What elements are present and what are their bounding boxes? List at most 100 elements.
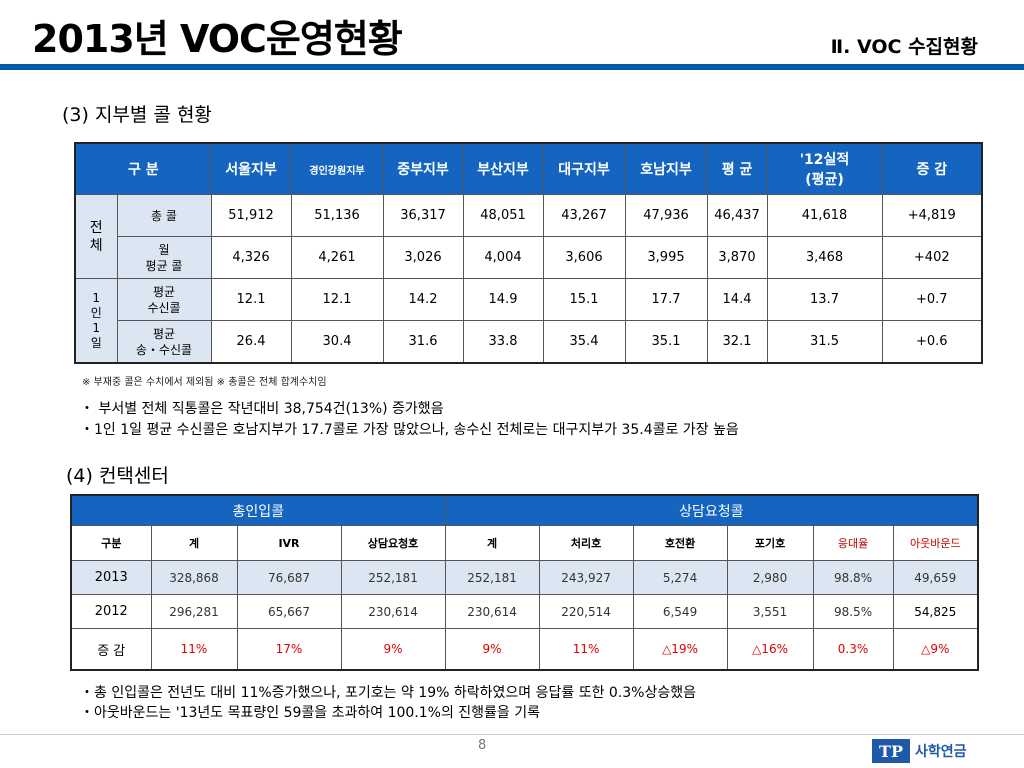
column-header: 서울지부 bbox=[210, 142, 292, 195]
table-cell: 14.4 bbox=[706, 278, 768, 321]
column-header: 상담요청호 bbox=[340, 525, 446, 561]
table-cell: 220,514 bbox=[538, 594, 634, 629]
summary-bullet: ・1인 1일 평균 수신콜은 호남지부가 17.7콜로 가장 많았으나, 송수신… bbox=[80, 422, 739, 438]
table-cell: 51,136 bbox=[290, 194, 384, 237]
column-header: IVR bbox=[236, 525, 342, 561]
column-header: 경인강원지부 bbox=[290, 142, 384, 195]
table-cell: 15.1 bbox=[542, 278, 626, 321]
band-header-row: 총인입콜 상담요청콜 bbox=[70, 494, 979, 526]
column-header: 포기호 bbox=[726, 525, 814, 561]
row-label: 증 감 bbox=[70, 628, 152, 671]
row-label: 평균 수신콜 bbox=[116, 278, 212, 321]
table-cell: 328,868 bbox=[150, 560, 238, 595]
table-cell: 4,326 bbox=[210, 236, 292, 279]
column-header: 아웃바운드 bbox=[892, 525, 979, 561]
branch-call-table: 구 분 서울지부 경인강원지부 중부지부 부산지부 대구지부 호남지부 평 균 … bbox=[74, 142, 984, 364]
table-cell: 230,614 bbox=[340, 594, 446, 629]
table-cell: 51,912 bbox=[210, 194, 292, 237]
column-header: 호전환 bbox=[632, 525, 728, 561]
column-header: 응대율 bbox=[812, 525, 894, 561]
table-cell: 0.3% bbox=[812, 628, 894, 671]
logo-mark: TP bbox=[872, 739, 910, 763]
table-cell: 47,936 bbox=[624, 194, 708, 237]
table-row: 1 인 1 일 평균 수신콜 12.1 12.1 14.2 14.9 15.1 … bbox=[74, 278, 983, 364]
row-label: 평균 송・수신콜 bbox=[116, 320, 212, 364]
column-header: 구 분 bbox=[74, 142, 212, 195]
table-cell: 230,614 bbox=[444, 594, 540, 629]
table-cell: 6,549 bbox=[632, 594, 728, 629]
section-reference: Ⅱ. VOC 수집현황 bbox=[830, 36, 978, 58]
table-cell: 4,004 bbox=[462, 236, 544, 279]
table-cell: 41,618 bbox=[766, 194, 883, 237]
table-cell: 65,667 bbox=[236, 594, 342, 629]
column-header: 계 bbox=[444, 525, 540, 561]
page-number: 8 bbox=[478, 738, 487, 753]
table-cell: 54,825 bbox=[892, 594, 979, 629]
table-cell: 11% bbox=[150, 628, 238, 671]
table-cell: 48,051 bbox=[462, 194, 544, 237]
footer-divider bbox=[0, 734, 1024, 735]
row-label: 2012 bbox=[70, 594, 152, 629]
row-label: 월 평균 콜 bbox=[116, 236, 212, 279]
table-cell: 13.7 bbox=[766, 278, 883, 321]
summary-bullet: ・총 인입콜은 전년도 대비 11%증가했으나, 포기호는 약 19% 하락하였… bbox=[80, 685, 697, 701]
table-cell: 243,927 bbox=[538, 560, 634, 595]
table-row: 평균 송・수신콜 26.4 30.4 31.6 33.8 35.4 35.1 3… bbox=[75, 320, 983, 364]
table-cell: 9% bbox=[340, 628, 446, 671]
table-cell: 35.1 bbox=[624, 320, 708, 364]
column-header: 중부지부 bbox=[382, 142, 464, 195]
table-row: 월 평균 콜 4,326 4,261 3,026 4,004 3,606 3,9… bbox=[75, 236, 983, 279]
table-cell: 3,606 bbox=[542, 236, 626, 279]
column-header: 대구지부 bbox=[542, 142, 626, 195]
table-cell: 9% bbox=[444, 628, 540, 671]
band-header: 총인입콜 bbox=[70, 494, 446, 526]
column-header: 계 bbox=[150, 525, 238, 561]
table-row: 2012 296,281 65,667 230,614 230,614 220,… bbox=[70, 594, 979, 629]
table-cell: 3,551 bbox=[726, 594, 814, 629]
table-row: 2013 328,868 76,687 252,181 252,181 243,… bbox=[70, 560, 979, 595]
table-cell: 3,995 bbox=[624, 236, 708, 279]
table-cell: 49,659 bbox=[892, 560, 979, 595]
table-cell: 5,274 bbox=[632, 560, 728, 595]
table-cell: 35.4 bbox=[542, 320, 626, 364]
row-label: 2013 bbox=[70, 560, 152, 595]
band-header: 상담요청콜 bbox=[444, 494, 979, 526]
section4-heading: (4) 컨택센터 bbox=[66, 465, 169, 487]
table-cell: 3,026 bbox=[382, 236, 464, 279]
table-cell: 76,687 bbox=[236, 560, 342, 595]
row-group-label: 전 체 bbox=[74, 194, 118, 279]
column-header: 구분 bbox=[70, 525, 152, 561]
column-header: 부산지부 bbox=[462, 142, 544, 195]
title-divider bbox=[0, 64, 1024, 70]
table-cell: 252,181 bbox=[444, 560, 540, 595]
table-cell: 98.8% bbox=[812, 560, 894, 595]
contact-center-table: 총인입콜 상담요청콜 구분 계 IVR 상담요청호 계 처리호 호전환 포기호 … bbox=[70, 494, 980, 671]
table-cell: 3,870 bbox=[706, 236, 768, 279]
table-cell: 3,468 bbox=[766, 236, 883, 279]
table-cell: 31.6 bbox=[382, 320, 464, 364]
logo-text: 사학연금 bbox=[915, 744, 967, 760]
table-row: 전 체 총 콜 51,912 51,136 36,317 48,051 43,2… bbox=[74, 194, 983, 279]
table-cell: 98.5% bbox=[812, 594, 894, 629]
table-cell: 43,267 bbox=[542, 194, 626, 237]
table-cell: 14.2 bbox=[382, 278, 464, 321]
table-header-row: 구분 계 IVR 상담요청호 계 처리호 호전환 포기호 응대율 아웃바운드 bbox=[70, 525, 979, 561]
column-header: 증 감 bbox=[881, 142, 983, 195]
page-title: 2013년 VOC운영현황 bbox=[32, 17, 403, 61]
table-cell: 17.7 bbox=[624, 278, 708, 321]
table-cell: 31.5 bbox=[766, 320, 883, 364]
table-cell: 46,437 bbox=[706, 194, 768, 237]
column-header: 평 균 bbox=[706, 142, 768, 195]
table-cell: 2,980 bbox=[726, 560, 814, 595]
table-cell: △19% bbox=[632, 628, 728, 671]
table-cell: 12.1 bbox=[290, 278, 384, 321]
column-header: '12실적 (평균) bbox=[766, 142, 883, 195]
organization-logo: TP 사학연금 bbox=[872, 738, 967, 764]
column-header: 처리호 bbox=[538, 525, 634, 561]
table-cell: 17% bbox=[236, 628, 342, 671]
table-row: 증 감 11% 17% 9% 9% 11% △19% △16% 0.3% △9% bbox=[70, 628, 979, 671]
table-footnote: ※ 부재중 콜은 수치에서 제외됨 ※ 총콜은 전체 합계수치임 bbox=[82, 377, 327, 388]
table-cell: 32.1 bbox=[706, 320, 768, 364]
table-cell: △9% bbox=[892, 628, 979, 671]
summary-bullet: ・ 부서별 전체 직통콜은 작년대비 38,754건(13%) 증가했음 bbox=[80, 401, 444, 417]
